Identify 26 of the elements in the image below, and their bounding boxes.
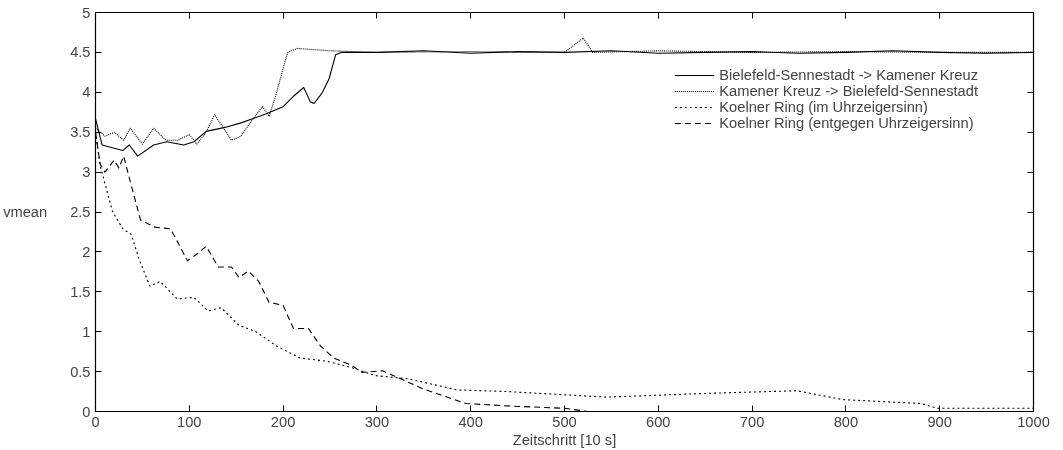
x-tick-label: 600	[646, 413, 671, 430]
y-tick-label: 4.5	[70, 44, 91, 61]
y-tick-label: 2.5	[70, 204, 91, 220]
y-tick-label: 4	[82, 84, 91, 101]
x-tick-label: 300	[364, 413, 390, 430]
y-tick-label: 5	[82, 4, 91, 21]
x-tick-label: 700	[739, 413, 765, 430]
x-axis-title: Zeitschritt [10 s]	[512, 431, 617, 448]
legend-label: Bielefeld-Sennestadt -> Kamener Kreuz	[719, 67, 978, 83]
x-tick-label: 900	[927, 413, 952, 430]
x-tick-label: 1000	[1017, 413, 1050, 430]
y-tick-label: 1	[82, 323, 91, 340]
x-tick-label: 100	[177, 413, 202, 430]
y-tick-label: 3	[82, 164, 91, 181]
x-tick-label: 500	[552, 413, 577, 430]
legend-label: Koelner Ring (entgegen Uhrzeigersinn)	[719, 115, 974, 131]
legend-label: Kamener Kreuz -> Bielefeld-Sennestadt	[719, 83, 978, 99]
y-tick-label: 1.5	[70, 283, 91, 300]
x-tick-label: 400	[458, 413, 483, 430]
x-tick-label: 200	[270, 413, 296, 430]
y-tick-label: 0.5	[70, 363, 91, 380]
x-tick-label: 800	[833, 413, 859, 430]
y-axis-title: vmean	[3, 204, 48, 220]
y-tick-label: 2	[82, 243, 91, 260]
legend-label: Koelner Ring (im Uhrzeigersinn)	[719, 99, 928, 115]
y-tick-label: 3.5	[70, 124, 91, 141]
